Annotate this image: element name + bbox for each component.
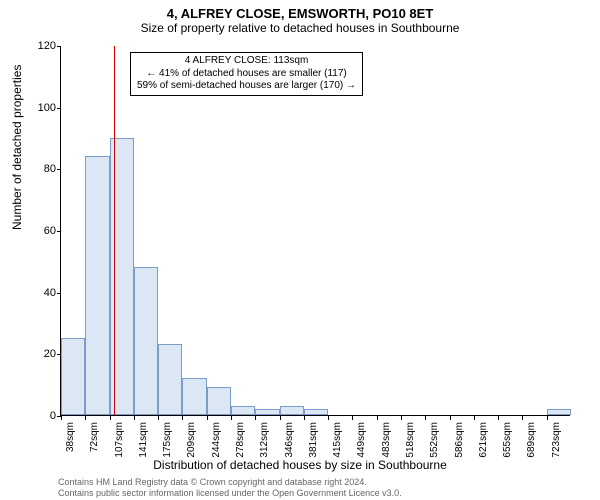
xtick-mark [61, 416, 62, 420]
xtick-mark [474, 416, 475, 420]
annotation-line-2: ← 41% of detached houses are smaller (11… [137, 68, 356, 81]
histogram-bar [255, 409, 279, 415]
ytick-label: 100 [16, 102, 56, 114]
ytick-label: 20 [16, 348, 56, 360]
xtick-mark [425, 416, 426, 420]
property-marker-line [114, 46, 115, 415]
plot-container: 02040608010012038sqm72sqm107sqm141sqm175… [60, 46, 570, 416]
histogram-bar [158, 344, 182, 415]
xtick-mark [207, 416, 208, 420]
ytick-mark [57, 46, 61, 47]
xtick-mark [450, 416, 451, 420]
footer-line-2: Contains public sector information licen… [58, 488, 402, 498]
histogram-bar [280, 406, 304, 415]
x-axis-label: Distribution of detached houses by size … [0, 458, 600, 472]
annotation-line-3: 59% of semi-detached houses are larger (… [137, 80, 356, 93]
xtick-mark [85, 416, 86, 420]
footer-text: Contains HM Land Registry data © Crown c… [58, 477, 402, 498]
histogram-bar [304, 409, 328, 415]
xtick-mark [304, 416, 305, 420]
ytick-label: 120 [16, 40, 56, 52]
ytick-label: 60 [16, 225, 56, 237]
xtick-mark [134, 416, 135, 420]
chart-title: 4, ALFREY CLOSE, EMSWORTH, PO10 8ET [0, 0, 600, 21]
ytick-label: 40 [16, 287, 56, 299]
annotation-line-1: 4 ALFREY CLOSE: 113sqm [137, 55, 356, 68]
xtick-mark [231, 416, 232, 420]
xtick-mark [547, 416, 548, 420]
ytick-mark [57, 169, 61, 170]
xtick-mark [182, 416, 183, 420]
histogram-bar [61, 338, 85, 415]
ytick-mark [57, 231, 61, 232]
histogram-bar [207, 387, 231, 415]
ytick-mark [57, 293, 61, 294]
histogram-bar [134, 267, 158, 415]
histogram-bar [182, 378, 206, 415]
xtick-mark [377, 416, 378, 420]
xtick-mark [401, 416, 402, 420]
histogram-bar [547, 409, 571, 415]
xtick-mark [280, 416, 281, 420]
footer-line-1: Contains HM Land Registry data © Crown c… [58, 477, 402, 487]
plot-area: 02040608010012038sqm72sqm107sqm141sqm175… [60, 46, 570, 416]
y-axis-label: Number of detached properties [10, 65, 24, 230]
xtick-mark [328, 416, 329, 420]
xtick-mark [352, 416, 353, 420]
xtick-mark [498, 416, 499, 420]
histogram-bar [85, 156, 109, 415]
chart-subtitle: Size of property relative to detached ho… [0, 21, 600, 37]
ytick-label: 0 [16, 410, 56, 422]
xtick-mark [522, 416, 523, 420]
annotation-box: 4 ALFREY CLOSE: 113sqm ← 41% of detached… [130, 52, 363, 96]
ytick-mark [57, 108, 61, 109]
ytick-label: 80 [16, 163, 56, 175]
xtick-mark [158, 416, 159, 420]
histogram-bar [231, 406, 255, 415]
xtick-mark [255, 416, 256, 420]
xtick-mark [110, 416, 111, 420]
